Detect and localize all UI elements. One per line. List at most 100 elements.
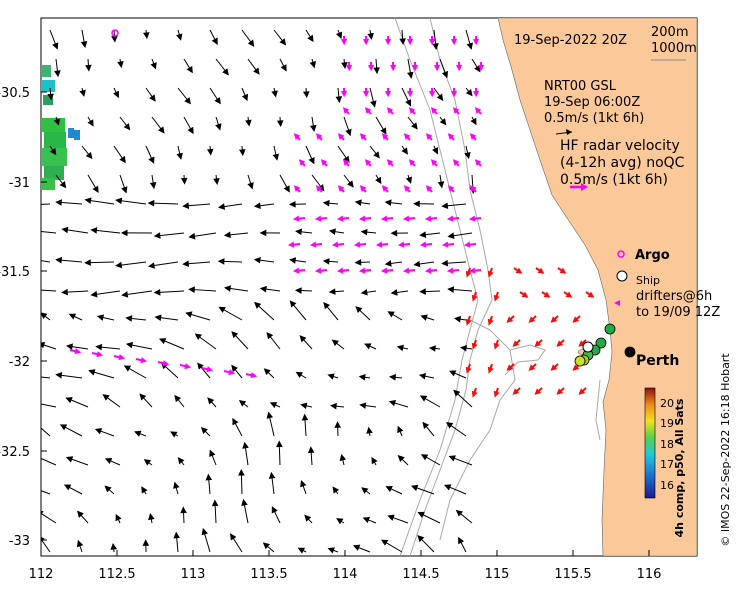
model-arrow-head (96, 314, 105, 321)
shelf-arrow-head (572, 364, 580, 371)
model-arrow-head (142, 539, 150, 546)
model-arrow-head (388, 399, 397, 407)
model-arrow-head (300, 480, 307, 488)
model-arrow-head (120, 229, 128, 237)
hf-arrow-head (452, 107, 460, 114)
model-arrow-head (405, 176, 413, 184)
shelf-velocity-arrows (465, 267, 595, 398)
hf-arrow-head (118, 354, 126, 361)
model-arrow-head (182, 202, 190, 210)
model-arrow-head (176, 33, 183, 41)
shelf-arrow-head (471, 294, 478, 302)
model-arrow-head (380, 127, 387, 135)
model-arrow-head (87, 119, 94, 127)
hf-arrow-head (477, 64, 485, 72)
shelf-arrow-head (578, 340, 586, 347)
model-arrow-head (354, 259, 362, 266)
model-arrow-head (223, 231, 231, 239)
svg-text:HF radar velocity: HF radar velocity (560, 138, 680, 154)
model-arrow-head (41, 341, 46, 349)
svg-text:-31: -31 (9, 176, 30, 191)
model-arrow-head (239, 149, 246, 157)
model-arrow-head (213, 178, 220, 185)
model-arrow-head (217, 258, 225, 265)
x-axis-labels: 112 112.5 113 113.5 114 114.5 115 115.5 … (29, 567, 662, 582)
model-arrow-head (68, 313, 77, 320)
hf-arrow-head (359, 133, 367, 140)
model-arrow-head (288, 200, 296, 208)
model-arrow-head (322, 199, 330, 207)
hf-arrow-head (342, 159, 350, 166)
model-arrow (41, 231, 57, 234)
model-arrow-head (397, 425, 404, 434)
model-arrow-head (470, 117, 477, 126)
model-arrow-head (206, 148, 214, 156)
model-arrow-head (153, 232, 161, 239)
model-arrow-head (176, 152, 183, 160)
model-arrow-head (31, 401, 36, 406)
model-arrow-head (209, 449, 216, 457)
model-arrow-head (331, 339, 339, 347)
model-arrow-head (390, 289, 398, 296)
model-arrow-head (458, 536, 465, 545)
date-title: 19-Sep-2022 20Z (514, 33, 627, 48)
shelf-arrow-head (506, 316, 514, 323)
drifter-markers[interactable] (574, 323, 636, 367)
model-arrow-head (283, 185, 290, 193)
model-arrow-head (447, 232, 455, 239)
svg-text:113.5: 113.5 (250, 567, 287, 582)
colorbar-label: 4h comp, p50, All Sats (673, 398, 686, 537)
svg-text:drifters@6h: drifters@6h (636, 289, 712, 304)
shelf-arrow-head (465, 318, 472, 326)
model-arrow-head (182, 260, 190, 268)
model-arrow (41, 289, 57, 292)
model-arrow-head (310, 124, 317, 132)
hf-arrow-head (358, 267, 366, 274)
model-arrow-head (77, 510, 84, 518)
svg-text:0.5m/s (1kt 6h): 0.5m/s (1kt 6h) (560, 172, 668, 188)
model-arrow-head (413, 200, 420, 208)
hf-arrow-head (384, 38, 392, 46)
model-arrow-head (419, 288, 426, 295)
model-arrow-head (85, 151, 93, 160)
model-arrow-head (139, 393, 147, 401)
model-velocity-arrows (31, 29, 481, 554)
model-arrow-head (327, 547, 335, 554)
model-arrow-head (474, 65, 481, 73)
svg-text:112: 112 (29, 567, 54, 582)
svg-text:16: 16 (660, 479, 674, 492)
model-arrow-head (102, 394, 110, 401)
model-arrow-head (158, 338, 167, 345)
ship-legend: Ship (616, 270, 660, 287)
model-arrow-head (211, 37, 218, 45)
model-arrow-head (384, 199, 392, 207)
drifter-legend: drifters@6h to 19/09 12Z (614, 289, 720, 320)
shelf-arrow-head (572, 316, 580, 323)
model-arrow-head (428, 345, 436, 352)
model-arrow-head (207, 397, 215, 405)
model-arrow-head (307, 446, 315, 454)
model-arrow-head (121, 186, 128, 194)
hf-arrow-head (406, 90, 414, 98)
argo-float-marker[interactable] (111, 29, 119, 37)
hf-arrow-head (96, 351, 104, 358)
model-arrow-head (149, 94, 156, 102)
svg-text:Ship: Ship (636, 274, 660, 287)
model-arrow-head (419, 395, 428, 402)
svg-text:19: 19 (660, 417, 674, 430)
model-arrow-head (329, 402, 337, 410)
hf-arrow-head (298, 159, 306, 166)
model-arrow-head (104, 457, 113, 465)
model-arrow (41, 457, 57, 466)
model-arrow-head (180, 177, 188, 185)
model-arrow (41, 403, 57, 408)
svg-text:to 19/09 12Z: to 19/09 12Z (636, 305, 720, 320)
ship-position-marker[interactable] (582, 341, 594, 353)
model-arrow-head (61, 226, 69, 234)
model-arrow-head (327, 373, 335, 380)
model-arrow-head (47, 93, 54, 101)
svg-text:18: 18 (660, 438, 674, 451)
model-arrow-head (84, 197, 92, 204)
hf-arrow-head (184, 363, 192, 370)
model-arrow-head (263, 368, 271, 376)
